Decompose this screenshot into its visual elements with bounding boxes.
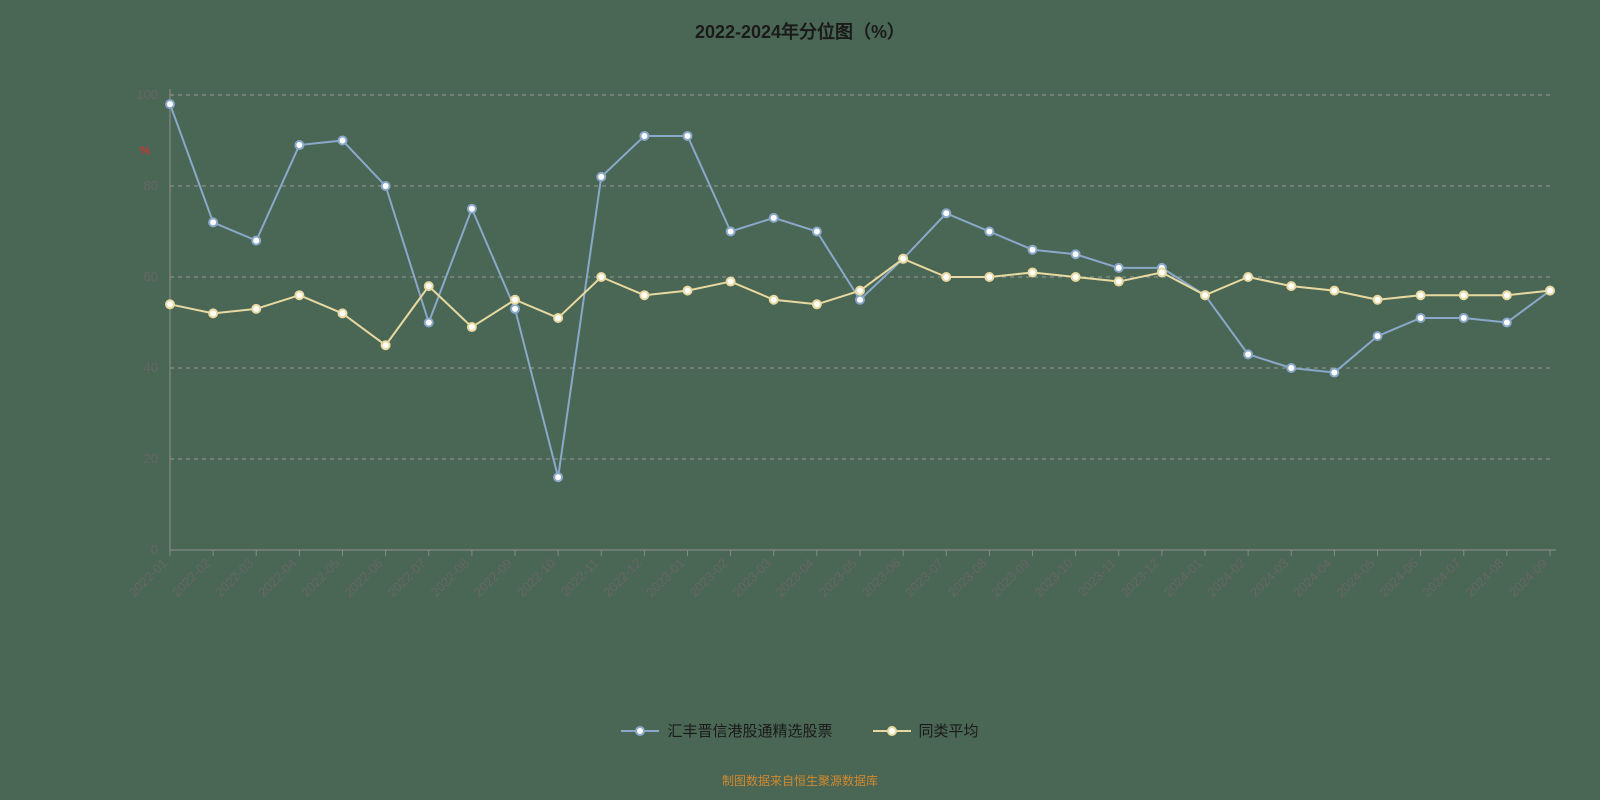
chart-footer-source: 制图数据来自恒生聚源数据库: [0, 772, 1600, 789]
svg-text:2023-09: 2023-09: [988, 556, 1032, 600]
svg-text:100: 100: [136, 87, 158, 102]
legend-label: 同类平均: [919, 720, 979, 741]
svg-text:2023-02: 2023-02: [686, 556, 730, 600]
svg-text:2022-02: 2022-02: [169, 556, 213, 600]
svg-text:2022-12: 2022-12: [600, 556, 644, 600]
legend-swatch: [873, 724, 911, 738]
svg-text:2023-01: 2023-01: [643, 556, 687, 600]
chart-plot-area: 0 20 40 60 80 100 2022-012022-022022-032022-04…: [0, 0, 1600, 800]
svg-text:2024-03: 2024-03: [1247, 556, 1291, 600]
svg-text:2024-05: 2024-05: [1333, 556, 1377, 600]
svg-text:2022-05: 2022-05: [298, 556, 342, 600]
svg-text:2023-07: 2023-07: [902, 556, 946, 600]
svg-text:2022-04: 2022-04: [255, 556, 299, 600]
svg-text:2023-08: 2023-08: [945, 556, 989, 600]
svg-text:2022-10: 2022-10: [514, 556, 558, 600]
percentile-chart: 2022-2024年分位图（%） % 0204060801002022-0120…: [0, 0, 1600, 800]
legend-item[interactable]: 同类平均: [873, 720, 979, 741]
svg-text:2024-08: 2024-08: [1463, 556, 1507, 600]
svg-text:2022-09: 2022-09: [471, 556, 515, 600]
svg-text:60: 60: [144, 269, 158, 284]
svg-text:2023-04: 2023-04: [773, 556, 817, 600]
legend-item[interactable]: 汇丰晋信港股通精选股票: [621, 720, 832, 741]
svg-text:2024-07: 2024-07: [1420, 556, 1464, 600]
svg-text:2022-01: 2022-01: [126, 556, 170, 600]
svg-text:2023-05: 2023-05: [816, 556, 860, 600]
svg-text:2022-11: 2022-11: [558, 556, 602, 600]
chart-legend: 汇丰晋信港股通精选股票 同类平均: [0, 720, 1600, 741]
svg-text:2022-03: 2022-03: [212, 556, 256, 600]
svg-text:2024-06: 2024-06: [1376, 556, 1420, 600]
svg-text:2024-04: 2024-04: [1290, 556, 1334, 600]
svg-text:20: 20: [144, 451, 158, 466]
svg-text:40: 40: [144, 360, 158, 375]
svg-text:2022-06: 2022-06: [341, 556, 385, 600]
svg-text:2023-06: 2023-06: [859, 556, 903, 600]
legend-swatch: [621, 724, 659, 738]
svg-text:2023-10: 2023-10: [1031, 556, 1075, 600]
svg-text:80: 80: [144, 178, 158, 193]
svg-text:2022-07: 2022-07: [385, 556, 429, 600]
svg-text:0: 0: [151, 542, 158, 557]
chart-title: 2022-2024年分位图（%）: [0, 18, 1600, 44]
svg-text:2022-08: 2022-08: [428, 556, 472, 600]
svg-text:2023-03: 2023-03: [730, 556, 774, 600]
svg-text:2023-11: 2023-11: [1075, 556, 1119, 600]
svg-text:2023-12: 2023-12: [1118, 556, 1162, 600]
y-axis-unit-label: %: [140, 145, 150, 157]
legend-label: 汇丰晋信港股通精选股票: [667, 720, 832, 741]
svg-text:2024-09: 2024-09: [1506, 556, 1550, 600]
svg-text:2024-02: 2024-02: [1204, 556, 1248, 600]
svg-text:2024-01: 2024-01: [1161, 556, 1205, 600]
